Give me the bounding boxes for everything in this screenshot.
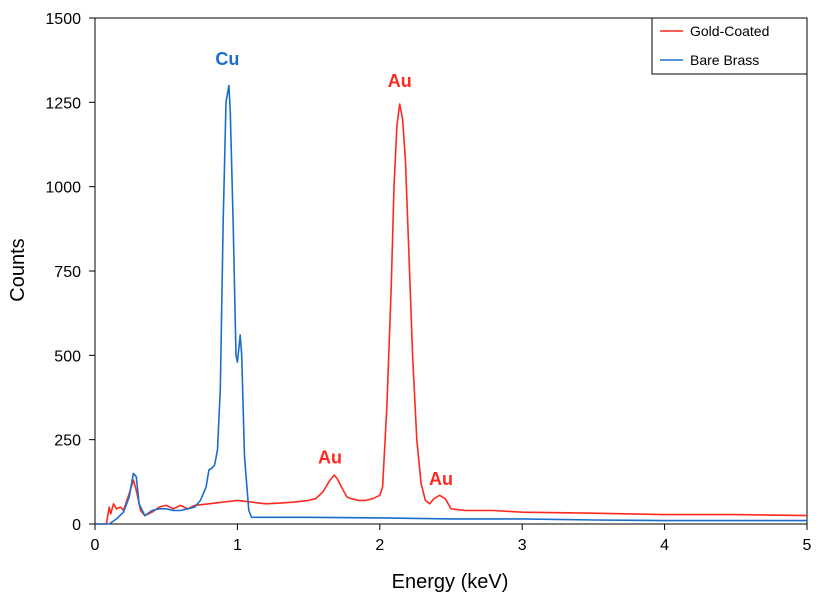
y-tick-label: 500 — [54, 348, 81, 365]
y-tick-label: 0 — [72, 517, 81, 534]
axes: 0 1 2 3 4 5 0 250 500 750 1000 1250 1500 — [45, 11, 811, 554]
x-tick-label: 4 — [660, 537, 669, 554]
x-tick-label: 1 — [233, 537, 242, 554]
y-tick-label: 1000 — [45, 180, 81, 197]
x-tick-label: 3 — [518, 537, 527, 554]
y-tick-label: 1500 — [45, 11, 81, 28]
y-tick-label: 250 — [54, 433, 81, 450]
y-tick-label: 750 — [54, 264, 81, 281]
legend-box — [651, 17, 808, 75]
plot-area — [94, 17, 808, 525]
series-line-gold-coated — [95, 103, 808, 525]
x-tick-label: 0 — [91, 537, 100, 554]
x-axis-title: Energy (keV) — [392, 571, 509, 593]
x-tick-label: 5 — [803, 537, 812, 554]
peak-label-au: Au — [388, 71, 412, 91]
legend: Gold-Coated Bare Brass — [651, 17, 808, 75]
y-axis-title: Counts — [7, 238, 29, 301]
peak-label-cu: Cu — [215, 49, 239, 69]
peak-annotations: Cu Au Au Au — [215, 49, 453, 489]
peak-label-au: Au — [318, 447, 342, 467]
series-line-bare-brass — [95, 84, 807, 525]
legend-label-gold-coated: Gold-Coated — [690, 23, 769, 39]
legend-label-bare-brass: Bare Brass — [690, 52, 759, 68]
y-tick-label: 1250 — [45, 95, 81, 112]
x-tick-label: 2 — [375, 537, 384, 554]
series-lines — [95, 84, 808, 525]
peak-label-au: Au — [429, 469, 453, 489]
